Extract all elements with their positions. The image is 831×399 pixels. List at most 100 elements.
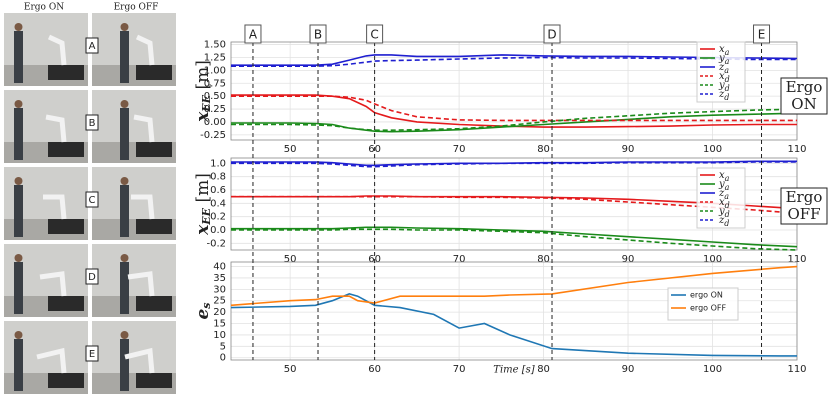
event-label: E (758, 28, 766, 42)
person (14, 185, 23, 237)
y-axis-label: xEE [m] (193, 60, 214, 123)
event-label-box (366, 24, 384, 44)
y-tick-label: 0.6 (210, 185, 226, 196)
legend-label: yd (718, 206, 730, 220)
series-line (230, 293, 797, 357)
y-tick-label: 0 (220, 353, 226, 364)
photo-grid: A B C D E (4, 13, 176, 394)
robot-base (136, 65, 172, 80)
x-tick-label: 80 (537, 364, 550, 375)
photo-label: C (89, 195, 96, 206)
robot-arm (43, 194, 67, 220)
y-tick-label: 30 (213, 284, 226, 295)
annotation: Ergo (786, 78, 823, 96)
x-axis-label: Time [s] (493, 365, 534, 376)
y-tick-label: 25 (213, 296, 226, 307)
person-head (14, 23, 23, 31)
photo-label: B (89, 118, 96, 129)
legend-label: zd (718, 89, 729, 103)
robot-base (48, 219, 84, 234)
robot-arm (39, 271, 67, 297)
robot-base (136, 373, 172, 388)
y-tick-label: 0.2 (210, 212, 226, 223)
legend-label: ya (718, 53, 730, 67)
photo-header: Ergo OFF (114, 3, 159, 13)
legend-label: ergo OFF (690, 304, 726, 313)
series-line (231, 226, 798, 248)
robot-base (48, 65, 84, 80)
robot-base (136, 142, 172, 157)
legend-label: zd (718, 215, 729, 229)
series-line (231, 95, 797, 122)
legend-label: ya (718, 179, 730, 193)
y-tick-label: 0.75 (204, 78, 226, 89)
robot-arm (36, 347, 67, 374)
person (14, 262, 23, 314)
person-head (14, 177, 23, 185)
x-tick-label: 70 (453, 254, 466, 265)
person (120, 185, 129, 237)
x-tick-label: 90 (622, 364, 635, 375)
person-head (120, 177, 129, 185)
person (120, 31, 129, 83)
person (14, 339, 23, 391)
person-head (120, 254, 129, 262)
photo-header: Ergo ON (24, 3, 64, 13)
legend-label: xd (719, 71, 730, 85)
y-axis-label: es (193, 302, 214, 319)
x-tick-label: 50 (284, 254, 297, 265)
person-head (120, 100, 129, 108)
event-label-box (244, 24, 262, 44)
legend-box (667, 287, 739, 321)
x-tick-label: 100 (703, 364, 722, 375)
robot-base (48, 373, 84, 388)
robot-arm (124, 347, 155, 374)
series-line (231, 108, 798, 131)
event-label: C (370, 28, 378, 42)
y-tick-label: 35 (213, 273, 226, 284)
robot-base (136, 219, 172, 234)
person (14, 108, 23, 160)
legend-box (696, 41, 746, 103)
series-line (231, 195, 798, 215)
event-label: B (314, 28, 322, 42)
x-tick-label: 110 (787, 364, 806, 375)
robot-arm (45, 114, 67, 143)
x-tick-label: 50 (284, 144, 297, 155)
event-label-box (753, 24, 771, 44)
legend-label: xd (719, 197, 730, 211)
y-axis-label: xEE [m] (193, 173, 214, 236)
x-tick-label: 70 (453, 364, 466, 375)
series-line (231, 54, 798, 66)
y-tick-label: 0.50 (204, 91, 226, 102)
photo-label-box (85, 191, 99, 208)
annotation: Ergo (786, 188, 823, 206)
x-tick-label: 80 (537, 144, 550, 155)
photo-label: D (88, 272, 96, 283)
series-line (231, 160, 797, 167)
person (120, 339, 129, 391)
photo-label-box (85, 114, 99, 131)
legend-label: za (718, 188, 729, 202)
event-label: D (547, 28, 556, 42)
y-tick-label: 40 (213, 262, 226, 273)
series-line (230, 265, 798, 307)
y-tick-label: 0.00 (204, 117, 226, 128)
y-tick-label: 5 (220, 341, 226, 352)
robot-arm (135, 34, 155, 66)
photo-label-box (85, 345, 99, 362)
photo-label-box (85, 37, 99, 54)
annotation: OFF (787, 205, 820, 223)
x-tick-label: 90 (622, 254, 635, 265)
y-tick-label: 1.25 (204, 52, 226, 63)
series-line (231, 228, 798, 251)
person-head (120, 331, 129, 339)
robot-base (136, 296, 172, 311)
photo-label-box (85, 268, 99, 285)
plot-frame (230, 261, 798, 361)
x-tick-label: 70 (453, 144, 466, 155)
robot-arm (133, 114, 155, 143)
robot-base (48, 142, 84, 157)
